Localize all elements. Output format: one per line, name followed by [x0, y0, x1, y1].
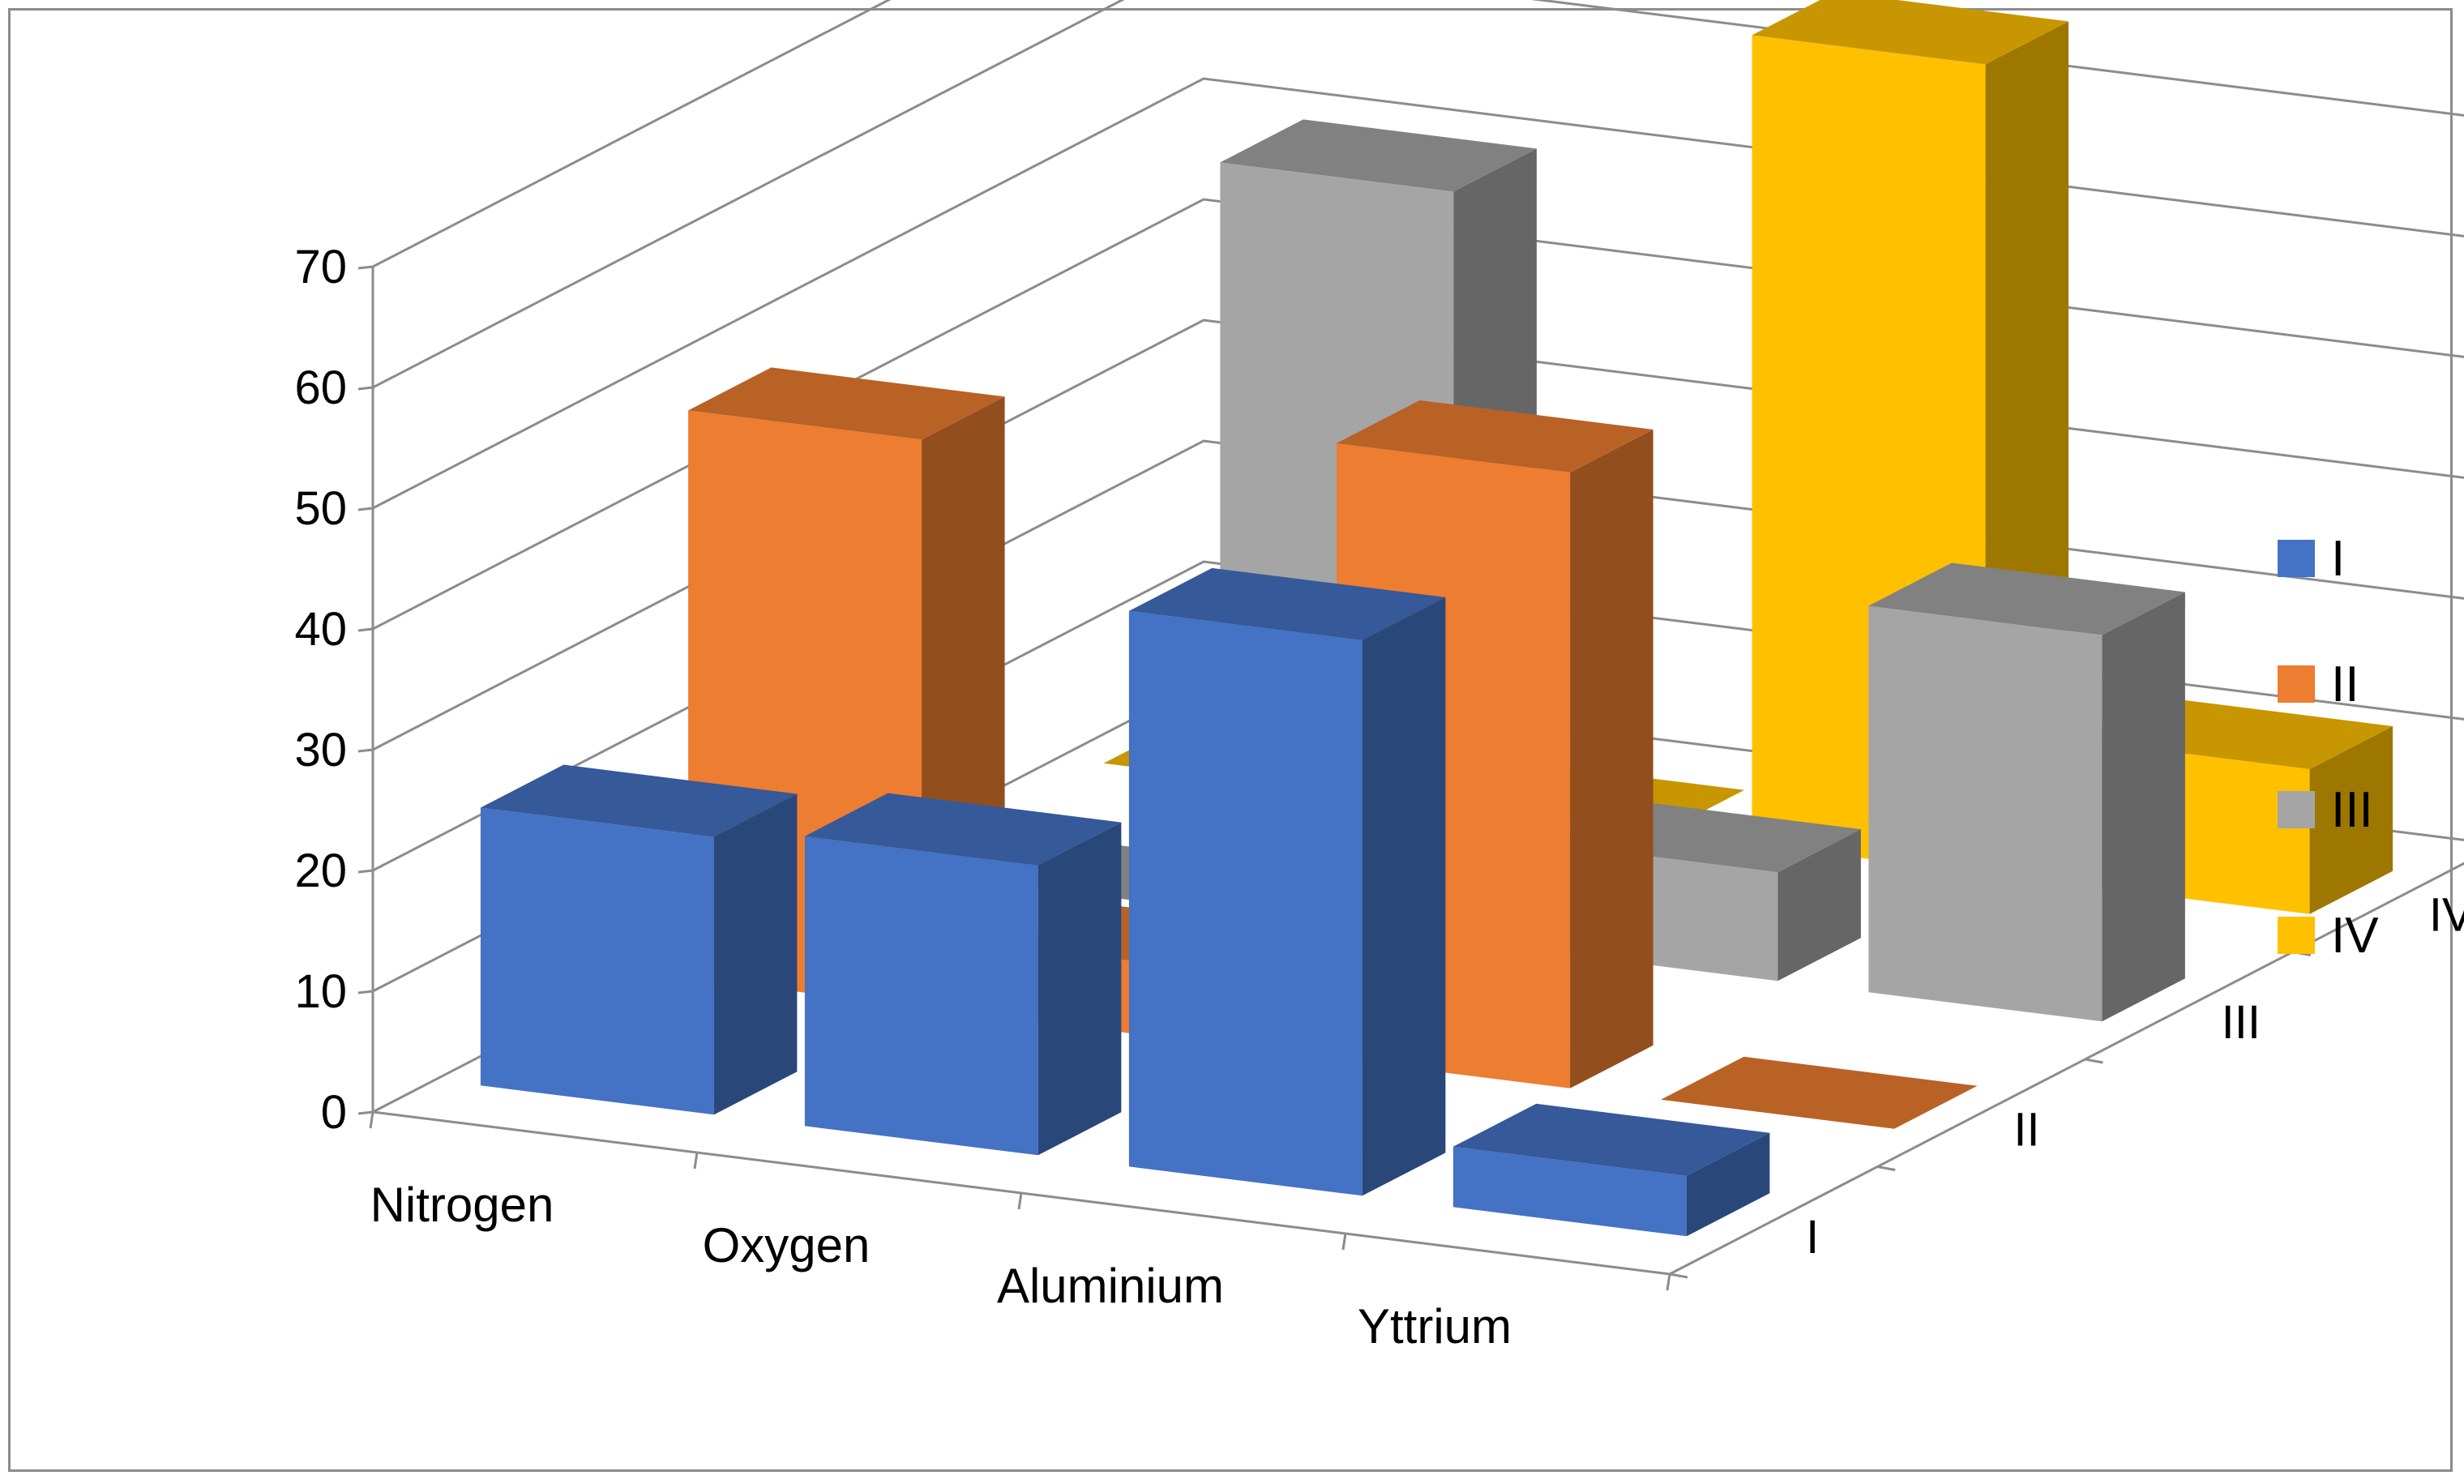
depth-label: IV	[2429, 888, 2464, 941]
bar-front-face	[1868, 605, 2103, 1022]
y-tick-label: 20	[294, 845, 347, 897]
bar-top-face	[1220, 119, 1537, 192]
category-label: Aluminium	[997, 1259, 1224, 1313]
y-tick-mark	[357, 990, 374, 994]
depth-tick-mark	[1876, 1165, 1896, 1171]
bar-I-Nitrogen	[480, 764, 798, 1115]
y-tick-mark	[357, 1110, 374, 1115]
category-tick-mark	[369, 1111, 374, 1129]
bar-front-face	[1452, 1146, 1687, 1237]
y-tick-label: 60	[294, 361, 347, 414]
y-tick-label: 70	[294, 241, 347, 293]
category-label: Yttrium	[1358, 1299, 1512, 1354]
legend-label: II	[2331, 656, 2359, 712]
axes	[357, 265, 2464, 1291]
bar-side-face	[2102, 592, 2185, 1022]
bar-top-face	[1128, 567, 1446, 640]
bar-side-face	[1362, 597, 1446, 1196]
bar-side-face	[1037, 822, 1122, 1156]
bar-I-Aluminium	[1128, 567, 1446, 1196]
legend-swatch	[2278, 917, 2315, 954]
bar-front-face	[804, 836, 1038, 1156]
y-tick-label: 0	[321, 1086, 347, 1139]
bar-II-Yttrium	[1661, 1056, 1978, 1129]
gridline	[372, 0, 892, 268]
axis-labels: 0 10 20 30 40 50 60 70 Nitrogen Oxygen Aluminium Yt…	[294, 241, 2464, 1354]
legend-label: I	[2331, 531, 2345, 587]
category-label: Nitrogen	[370, 1178, 554, 1232]
category-tick-mark	[693, 1152, 699, 1170]
y-tick-label: 30	[294, 724, 347, 776]
bar-top-face	[804, 793, 1122, 866]
depth-tick-mark	[1669, 1272, 1688, 1279]
bar-front-face	[480, 807, 714, 1115]
bar-top-face	[688, 367, 1005, 440]
bar-top-face	[1452, 1103, 1770, 1176]
y-tick-mark	[357, 869, 374, 874]
bar-side-face	[1570, 429, 1653, 1088]
y-tick-label: 10	[294, 965, 347, 1018]
y-tick-label: 50	[294, 482, 347, 535]
depth-label: II	[2013, 1103, 2039, 1156]
category-tick-mark	[1341, 1233, 1347, 1251]
bar-top-face	[1337, 400, 1653, 473]
legend-swatch	[2278, 791, 2315, 828]
bar-side-face	[1777, 829, 1861, 981]
category-label: Oxygen	[703, 1218, 871, 1272]
bar-top-face	[1868, 562, 2185, 635]
y-tick-mark	[357, 386, 374, 391]
legend-swatch	[2278, 665, 2315, 703]
bars	[480, 0, 2393, 1237]
bar-III-Yttrium	[1868, 562, 2185, 1022]
bar-side-face	[713, 793, 798, 1115]
bar-top-face	[1661, 1056, 1978, 1129]
bar-top-face	[480, 764, 798, 837]
bar-I-Oxygen	[804, 793, 1122, 1156]
bar-top-face	[1752, 0, 2069, 65]
y-tick-mark	[357, 748, 374, 753]
depth-label: I	[1806, 1211, 1819, 1264]
bar-side-face	[1686, 1132, 1770, 1237]
legend-label: IV	[2331, 908, 2379, 964]
y-tick-mark	[357, 265, 374, 270]
bar-front-face	[1128, 610, 1362, 1196]
depth-tick-mark	[2085, 1058, 2103, 1064]
y-tick-label: 40	[294, 603, 347, 656]
bar-side-face	[2309, 726, 2393, 914]
depth-label: III	[2222, 996, 2261, 1049]
y-tick-mark	[357, 627, 374, 632]
category-tick-mark	[1666, 1273, 1671, 1291]
category-tick-mark	[1017, 1192, 1023, 1210]
legend-swatch	[2278, 540, 2315, 577]
bar-I-Yttrium	[1452, 1103, 1770, 1237]
y-tick-mark	[357, 507, 374, 511]
legend-label: III	[2331, 782, 2373, 838]
